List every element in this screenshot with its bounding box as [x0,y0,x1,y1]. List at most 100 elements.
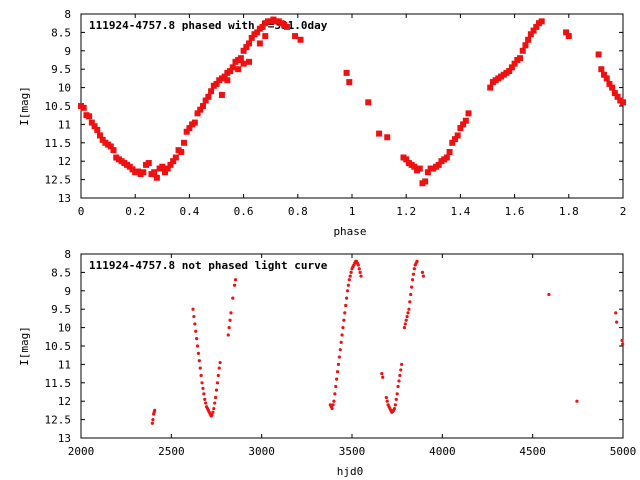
y-tick-label: 12 [58,395,71,408]
x-tick-label: 0 [78,205,85,218]
y-axis-label: I[mag] [18,86,31,126]
data-point [404,318,408,322]
data-point [547,292,551,297]
data-point [341,326,345,330]
data-point [384,395,388,400]
data-point [339,340,343,344]
data-point [342,318,346,322]
data-point [563,29,570,36]
y-tick-label: 13 [58,432,71,445]
data-point [107,143,114,150]
x-tick-label: 4000 [429,445,456,458]
data-point [525,36,532,43]
data-point [202,97,209,104]
data-point [410,278,415,282]
data-point [229,311,233,315]
data-point [395,392,399,396]
data-point [243,44,250,51]
y-tick-label: 9.5 [51,63,71,76]
data-point [416,165,423,172]
data-point [237,55,244,62]
data-point [191,119,198,126]
phased-light-curve-panel: 111924-4757.8 phased with P=331.0day I[m… [18,8,626,238]
data-point [411,163,418,170]
data-point [194,110,201,117]
data-point [620,338,624,343]
data-point [140,169,147,176]
data-point [533,23,540,30]
x-tick-label: 1.2 [396,205,416,218]
data-point [381,375,385,379]
data-point [465,110,472,117]
x-tick-label: 3500 [339,445,366,458]
data-point [517,55,524,62]
data-point [202,392,206,396]
x-axis-label: hjd0 [337,465,364,478]
data-point [172,154,179,161]
x-tick-label: 2000 [68,445,95,458]
data-point [86,113,93,120]
data-point [392,406,397,411]
x-tick-label: 1.6 [505,205,525,218]
data-point [80,104,87,111]
data-point [530,27,537,34]
x-axis-ticks: 0 0.2 0.4 0.6 0.8 1 1.2 1.4 1.6 1.8 2 [78,14,626,218]
y-tick-label: 10.5 [45,340,72,353]
y-tick-label: 8 [64,8,71,21]
data-point [167,161,174,168]
data-point [283,23,290,30]
data-point [407,307,411,311]
data-point [347,278,351,282]
data-point [153,174,160,181]
data-point [210,413,214,417]
y-tick-label: 11.5 [45,137,72,150]
data-point [162,169,169,176]
data-point [601,71,608,78]
data-point [621,342,625,346]
data-point [240,60,247,67]
data-point [615,320,619,324]
y-tick-label: 9 [64,285,71,298]
data-point [204,401,208,405]
x-tick-label: 0.2 [125,205,145,218]
data-point [356,263,360,267]
data-point [408,300,412,304]
data-point [398,373,402,378]
y-tick-label: 10.5 [45,100,72,113]
data-point [359,274,363,278]
data-point [213,395,218,400]
data-point [199,373,203,378]
data-point [410,285,414,289]
data-point [402,326,406,330]
data-point [446,149,453,155]
data-point [396,384,400,389]
data-point [519,47,526,54]
y-tick-label: 13 [58,192,71,205]
data-point [595,51,602,58]
x-tick-label: 3000 [248,445,275,458]
data-point [235,66,242,73]
data-point [365,99,372,106]
data-point [403,156,410,163]
data-point [229,64,236,71]
data-point [454,132,461,139]
data-point [94,126,101,133]
data-point [336,362,341,366]
data-point [151,418,155,422]
data-point [344,303,348,308]
data-point [343,311,347,315]
data-point [297,36,304,43]
data-point [248,34,255,41]
data-point [412,267,416,271]
data-point [335,377,339,381]
data-point [212,406,216,411]
data-point [246,58,253,65]
data-point [205,93,212,100]
y-tick-label: 9.5 [51,303,71,316]
data-point [331,403,335,407]
data-point [170,158,177,165]
data-point [349,270,353,274]
data-point [159,163,166,170]
data-point [164,165,171,172]
